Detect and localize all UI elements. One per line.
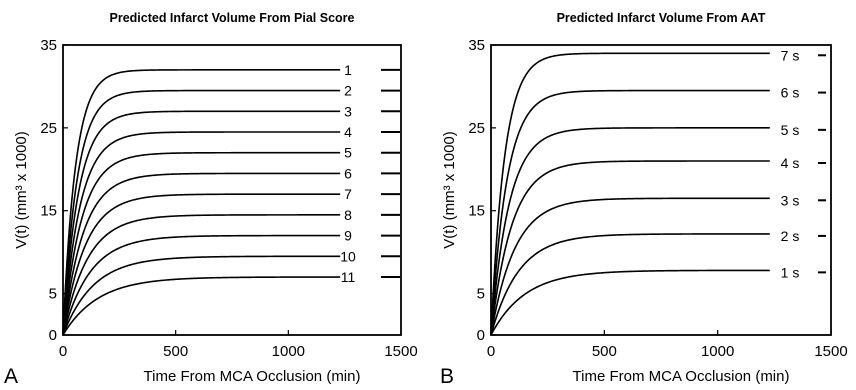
- y-axis-label: V(t) (mm³ x 1000): [13, 131, 30, 249]
- series-line: [62, 131, 341, 336]
- panel-label: B: [440, 365, 454, 385]
- series-line: [490, 160, 770, 336]
- y-tick-label: 0: [49, 327, 57, 344]
- series-line: [490, 52, 770, 336]
- series-line: [62, 69, 341, 336]
- x-tick-label: 1000: [272, 343, 305, 360]
- legend-label: 5: [344, 145, 352, 161]
- y-tick-label: 35: [468, 37, 485, 54]
- series-line: [62, 193, 341, 336]
- x-tick-label: 500: [163, 343, 188, 360]
- y-tick-label: 0: [477, 327, 485, 344]
- chart-title: Predicted Infarct Volume From AAT: [557, 11, 766, 25]
- chart-title: Predicted Infarct Volume From Pial Score: [110, 11, 355, 25]
- series-line: [490, 127, 770, 336]
- legend-label: 4: [344, 124, 352, 140]
- legend-label: 10: [340, 248, 356, 264]
- panel-b: Predicted Infarct Volume From AAT 0 5 15 25 3…: [440, 11, 848, 388]
- legend-label: 8: [344, 207, 352, 223]
- series-line: [490, 197, 770, 336]
- legend-label: 4 s: [781, 155, 800, 171]
- legend-label: 9: [344, 228, 352, 244]
- series-line: [62, 89, 341, 336]
- legend-label: 2 s: [781, 228, 800, 244]
- series-line: [62, 255, 341, 336]
- series-line: [62, 214, 341, 336]
- x-tick-label: 1500: [814, 343, 847, 360]
- y-tick-label: 15: [468, 203, 485, 220]
- legend-label: 6: [344, 165, 352, 181]
- plot-frame: [490, 44, 832, 336]
- series-line: [490, 233, 770, 336]
- series-line: [62, 234, 341, 336]
- panel-a: Predicted Infarct Volume From Pial Score…: [4, 11, 418, 388]
- legend-label: 1: [344, 62, 352, 78]
- series-line: [62, 151, 341, 336]
- x-axis-label: Time From MCA Occlusion (min): [144, 368, 361, 385]
- y-tick-label: 5: [49, 286, 57, 303]
- plot-frame: [62, 44, 402, 336]
- y-tick-label: 25: [468, 120, 485, 137]
- legend-label: 3: [344, 103, 352, 119]
- x-tick-label: 0: [487, 343, 495, 360]
- x-axis-label: Time From MCA Occlusion (min): [573, 368, 790, 385]
- series-line: [62, 276, 341, 336]
- legend-label: 11: [341, 269, 356, 285]
- legend-label: 3 s: [781, 192, 800, 208]
- series-line: [490, 269, 770, 336]
- legend-label: 5 s: [781, 122, 800, 138]
- legend-label: 1 s: [781, 264, 800, 280]
- y-tick-label: 15: [40, 203, 57, 220]
- series-line: [62, 172, 341, 336]
- series-line: [62, 110, 341, 336]
- legend-label: 2: [344, 83, 352, 99]
- legend-label: 7: [344, 186, 352, 202]
- x-tick-label: 1000: [701, 343, 734, 360]
- legend-label: 6 s: [781, 85, 800, 101]
- y-tick-label: 25: [40, 120, 57, 137]
- y-tick-label: 35: [40, 37, 57, 54]
- x-tick-label: 1500: [384, 343, 417, 360]
- series-line: [490, 89, 770, 336]
- y-tick-label: 5: [477, 286, 485, 303]
- x-tick-label: 0: [59, 343, 67, 360]
- panel-label: A: [4, 365, 18, 385]
- x-tick-label: 500: [592, 343, 617, 360]
- legend-label: 7 s: [781, 47, 800, 63]
- y-axis-label: V(t) (mm³ x 1000): [441, 131, 458, 249]
